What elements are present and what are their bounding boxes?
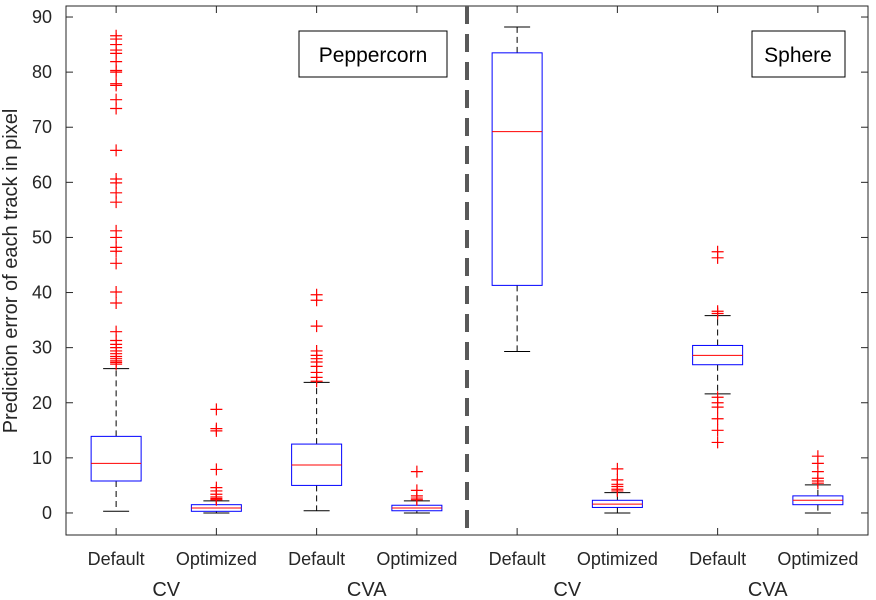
outlier-point <box>110 325 123 338</box>
y-tick-label: 80 <box>32 62 52 82</box>
outlier-point <box>611 473 624 486</box>
x-group-label: CVA <box>748 579 788 600</box>
panel-label-peppercorn-box <box>298 30 448 78</box>
outlier-point <box>110 93 123 106</box>
outlier-point <box>310 344 323 357</box>
outlier-point <box>210 481 223 494</box>
outlier-point <box>110 285 123 298</box>
x-category-label: Default <box>489 549 546 569</box>
outlier-point <box>410 484 423 497</box>
outlier-point <box>711 424 724 437</box>
box-iqr <box>90 435 142 482</box>
panel-label-peppercorn-text: Peppercorn <box>319 44 428 67</box>
panel-label-sphere-text: Sphere <box>764 44 832 67</box>
panel-label-sphere: Sphere <box>751 30 846 78</box>
panel-label-sphere-box <box>751 30 846 78</box>
outlier-point <box>310 288 323 301</box>
outlier-point <box>711 401 724 414</box>
x-category-label: Optimized <box>176 549 257 569</box>
y-tick-label: 10 <box>32 448 52 468</box>
outlier-point <box>811 450 824 463</box>
x-group-label: CVA <box>347 579 387 600</box>
x-group-label: CV <box>553 579 581 600</box>
panel-label-peppercorn: Peppercorn <box>298 30 448 78</box>
outlier-point <box>110 173 123 186</box>
outlier-point <box>110 224 123 237</box>
y-tick-label: 60 <box>32 172 52 192</box>
y-tick-label: 30 <box>32 338 52 358</box>
outlier-point <box>711 305 724 318</box>
outlier-point <box>110 257 123 270</box>
outlier-point <box>711 436 724 449</box>
x-category-label: Default <box>689 549 746 569</box>
y-axis-label: Prediction error of each track in pixel <box>0 109 22 434</box>
x-category-label: Optimized <box>777 549 858 569</box>
outlier-point <box>210 422 223 435</box>
outlier-point <box>210 463 223 476</box>
outlier-point <box>711 245 724 258</box>
x-group-label: CV <box>152 579 180 600</box>
x-category-label: Optimized <box>376 549 457 569</box>
y-tick-label: 50 <box>32 227 52 247</box>
outlier-point <box>110 29 123 42</box>
plot-area: 0 10 20 30 40 50 60 70 80 90 Default Optimized Defau… <box>32 5 869 600</box>
outlier-point <box>611 462 624 475</box>
outlier-point <box>110 144 123 157</box>
outlier-point <box>110 297 123 310</box>
x-category-label: Default <box>288 549 345 569</box>
outlier-point <box>110 77 123 90</box>
outlier-point <box>410 465 423 478</box>
x-category-label: Optimized <box>577 549 658 569</box>
x-category-label: Default <box>88 549 145 569</box>
outlier-point <box>711 412 724 425</box>
y-tick-label: 0 <box>42 503 52 523</box>
y-tick-label: 20 <box>32 393 52 413</box>
y-tick-label: 90 <box>32 7 52 27</box>
box-iqr <box>491 52 543 286</box>
y-tick-label: 40 <box>32 283 52 303</box>
outlier-point <box>310 320 323 333</box>
outlier-point <box>210 403 223 416</box>
y-tick-label: 70 <box>32 117 52 137</box>
